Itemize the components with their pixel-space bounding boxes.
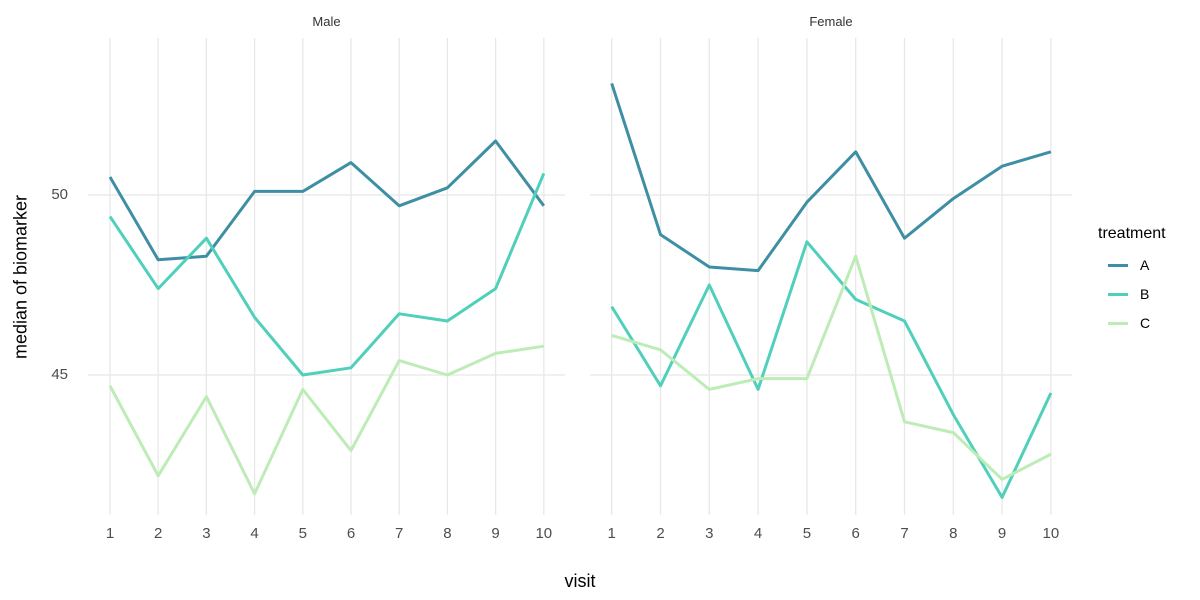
x-tick-label-male-3: 3	[202, 525, 211, 542]
x-tick-label-female-6: 6	[851, 525, 860, 542]
x-tick-label-male-7: 7	[395, 525, 404, 542]
facet-strip-male: Male	[312, 14, 341, 29]
series-line-A-female	[610, 82, 1052, 273]
legend-item-A: A	[1098, 256, 1149, 274]
x-tick-label-male-4: 4	[250, 525, 259, 542]
legend-key-line-A	[1108, 263, 1128, 267]
legend-key-line-B	[1108, 292, 1128, 296]
x-tick-label-male-5: 5	[298, 525, 307, 542]
x-tick-label-female-10: 10	[1042, 525, 1060, 542]
legend-label-A: A	[1140, 257, 1150, 273]
series-line-C-female	[611, 254, 1052, 481]
series-line-C-male	[108, 344, 545, 496]
x-tick-label-female-4: 4	[753, 525, 763, 542]
x-tick-label-male-1: 1	[105, 525, 115, 542]
legend-item-B: B	[1098, 285, 1149, 303]
x-tick-label-female-2: 2	[656, 525, 665, 542]
legend-label-C: C	[1140, 315, 1151, 331]
x-tick-label-female-3: 3	[705, 525, 714, 542]
x-tick-label-female-7: 7	[900, 525, 909, 542]
x-tick-label-female-8: 8	[949, 525, 958, 542]
series-line-B-male	[108, 172, 546, 377]
x-tick-label-female-9: 9	[997, 525, 1007, 542]
series-line-A-male	[108, 139, 546, 262]
x-tick-label-male-8: 8	[443, 525, 452, 542]
x-tick-label-male-10: 10	[535, 525, 553, 542]
x-tick-label-male-2: 2	[154, 525, 163, 542]
facet-strip-female: Female	[809, 14, 853, 29]
x-axis-title: visit	[564, 571, 596, 591]
legend-item-C: C	[1098, 314, 1150, 332]
legend-key-line-C	[1108, 321, 1128, 325]
y-axis-title: median of biomarker	[10, 194, 31, 360]
y-tick-label-45: 45	[51, 366, 68, 383]
x-tick-label-female-5: 5	[802, 525, 812, 542]
x-tick-label-female-1: 1	[607, 525, 616, 542]
y-tick-label-50: 50	[51, 186, 68, 203]
legend-title: treatment	[1098, 225, 1166, 242]
x-tick-label-male-6: 6	[346, 525, 356, 542]
x-tick-label-male-9: 9	[491, 525, 500, 542]
legend-label-B: B	[1140, 286, 1150, 302]
series-line-B-female	[610, 240, 1053, 499]
